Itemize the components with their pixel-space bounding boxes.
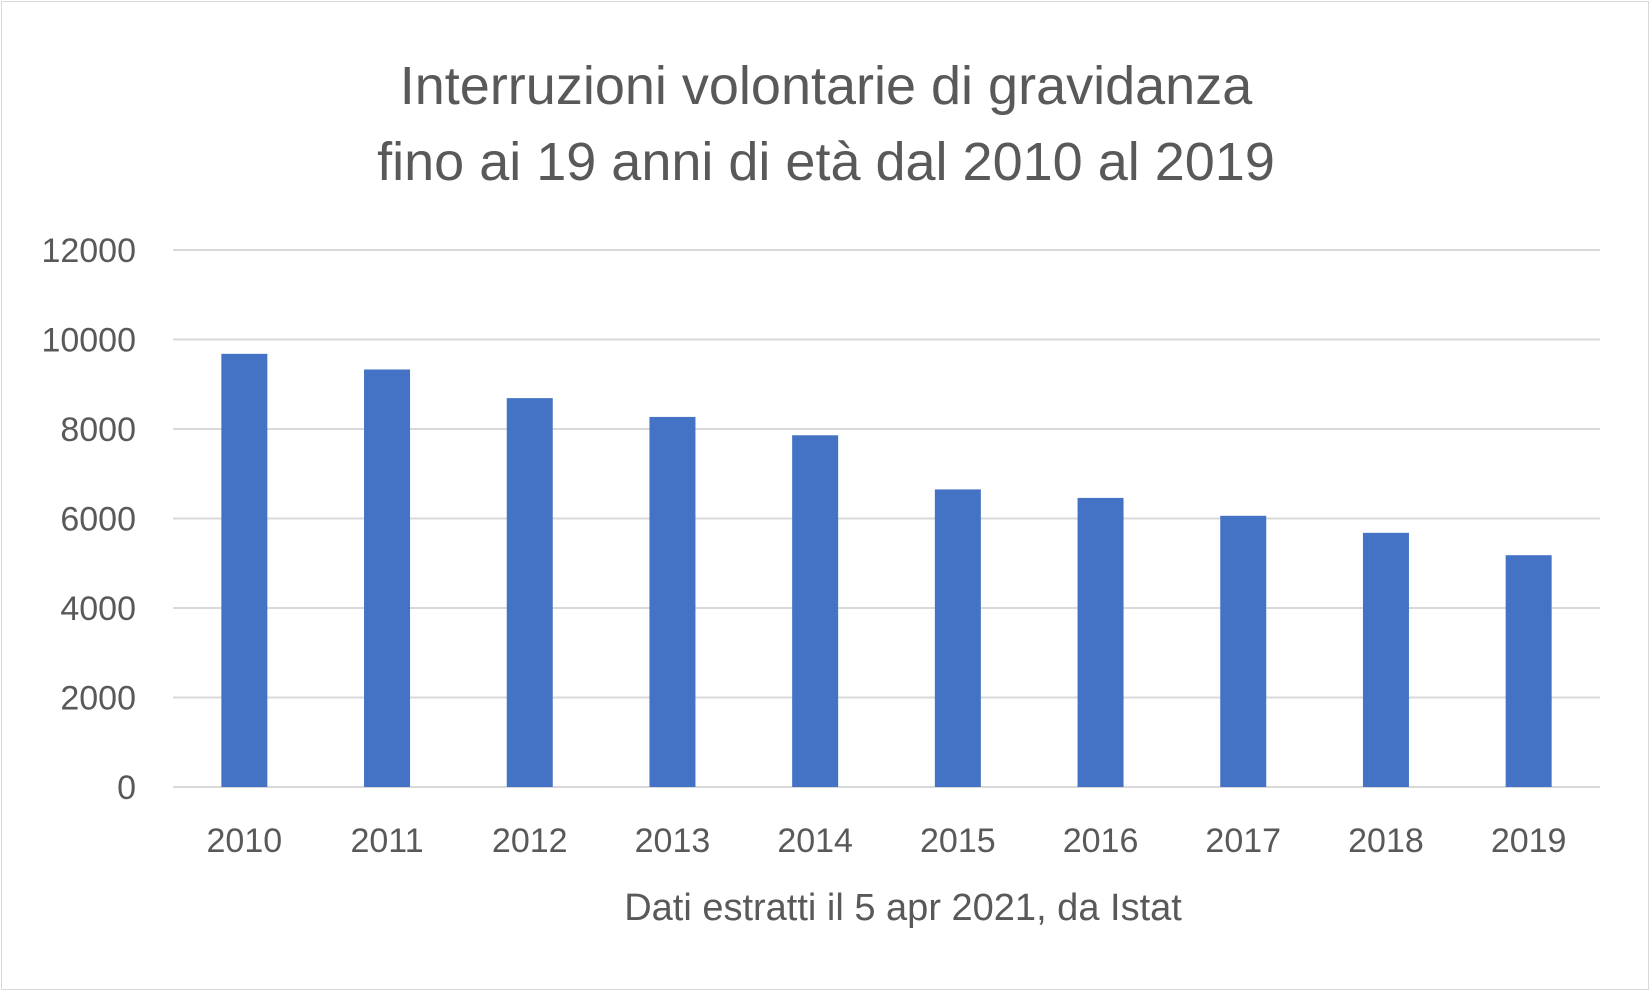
y-tick-label: 12000 (41, 232, 136, 270)
y-tick-label: 0 (117, 769, 136, 807)
bar-2019 (1505, 555, 1552, 787)
bar-2015 (934, 489, 981, 787)
bar-2011 (364, 369, 411, 787)
x-tick-label: 2012 (492, 822, 568, 860)
x-tick-label: 2016 (1063, 822, 1139, 860)
y-tick-label: 2000 (60, 680, 136, 718)
x-tick-label: 2017 (1205, 822, 1281, 860)
bar-2013 (649, 416, 696, 787)
x-tick-label: 2015 (920, 822, 996, 860)
bar-2016 (1077, 497, 1124, 787)
bar-2010 (221, 353, 268, 787)
x-tick-label: 2014 (777, 822, 853, 860)
y-tick-label: 10000 (41, 322, 136, 360)
y-tick-label: 6000 (60, 501, 136, 539)
chart-title-line-1: Interruzioni volontarie di gravidanza (399, 56, 1253, 116)
bar-2018 (1362, 532, 1409, 787)
x-tick-label: 2018 (1348, 822, 1424, 860)
x-tick-label: 2013 (635, 822, 711, 860)
y-tick-label: 8000 (60, 411, 136, 449)
bar-2012 (506, 398, 553, 787)
bars (221, 353, 1552, 787)
gridlines (173, 249, 1600, 788)
x-tick-label: 2011 (350, 822, 423, 860)
chart-title-line-2: fino ai 19 anni di età dal 2010 al 2019 (377, 132, 1275, 192)
bar-2017 (1220, 515, 1267, 787)
chart-title: Interruzioni volontarie di gravidanza fi… (0, 48, 1652, 200)
bar-2014 (792, 435, 839, 787)
axes: 0 2000 4000 6000 8000 10000 12000 2010 2011 2012 2… (41, 232, 1566, 860)
x-axis-title: Dati estratti il 5 apr 2021, da Istat (624, 887, 1182, 929)
x-tick-label: 2019 (1491, 822, 1567, 860)
y-tick-label: 4000 (60, 590, 136, 628)
x-tick-label: 2010 (207, 822, 283, 860)
